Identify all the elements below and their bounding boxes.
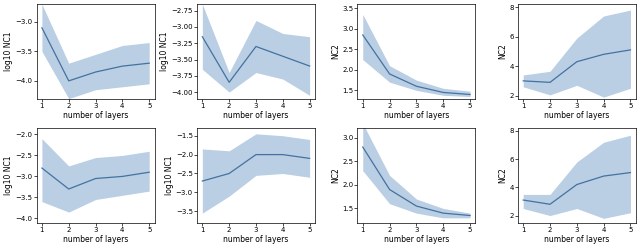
Y-axis label: log10 NC1: log10 NC1	[4, 156, 13, 195]
X-axis label: number of layers: number of layers	[223, 111, 289, 120]
Y-axis label: NC2: NC2	[331, 43, 340, 59]
X-axis label: number of layers: number of layers	[544, 235, 609, 244]
Y-axis label: log10 NC1: log10 NC1	[160, 32, 169, 71]
X-axis label: number of layers: number of layers	[63, 111, 128, 120]
Y-axis label: NC2: NC2	[498, 167, 507, 183]
Y-axis label: NC2: NC2	[498, 43, 507, 59]
X-axis label: number of layers: number of layers	[544, 111, 609, 120]
X-axis label: number of layers: number of layers	[384, 235, 449, 244]
Y-axis label: log10 NC1: log10 NC1	[4, 32, 13, 71]
X-axis label: number of layers: number of layers	[384, 111, 449, 120]
X-axis label: number of layers: number of layers	[63, 235, 128, 244]
Y-axis label: log10 NC1: log10 NC1	[164, 156, 173, 195]
X-axis label: number of layers: number of layers	[223, 235, 289, 244]
Y-axis label: NC2: NC2	[331, 167, 340, 183]
